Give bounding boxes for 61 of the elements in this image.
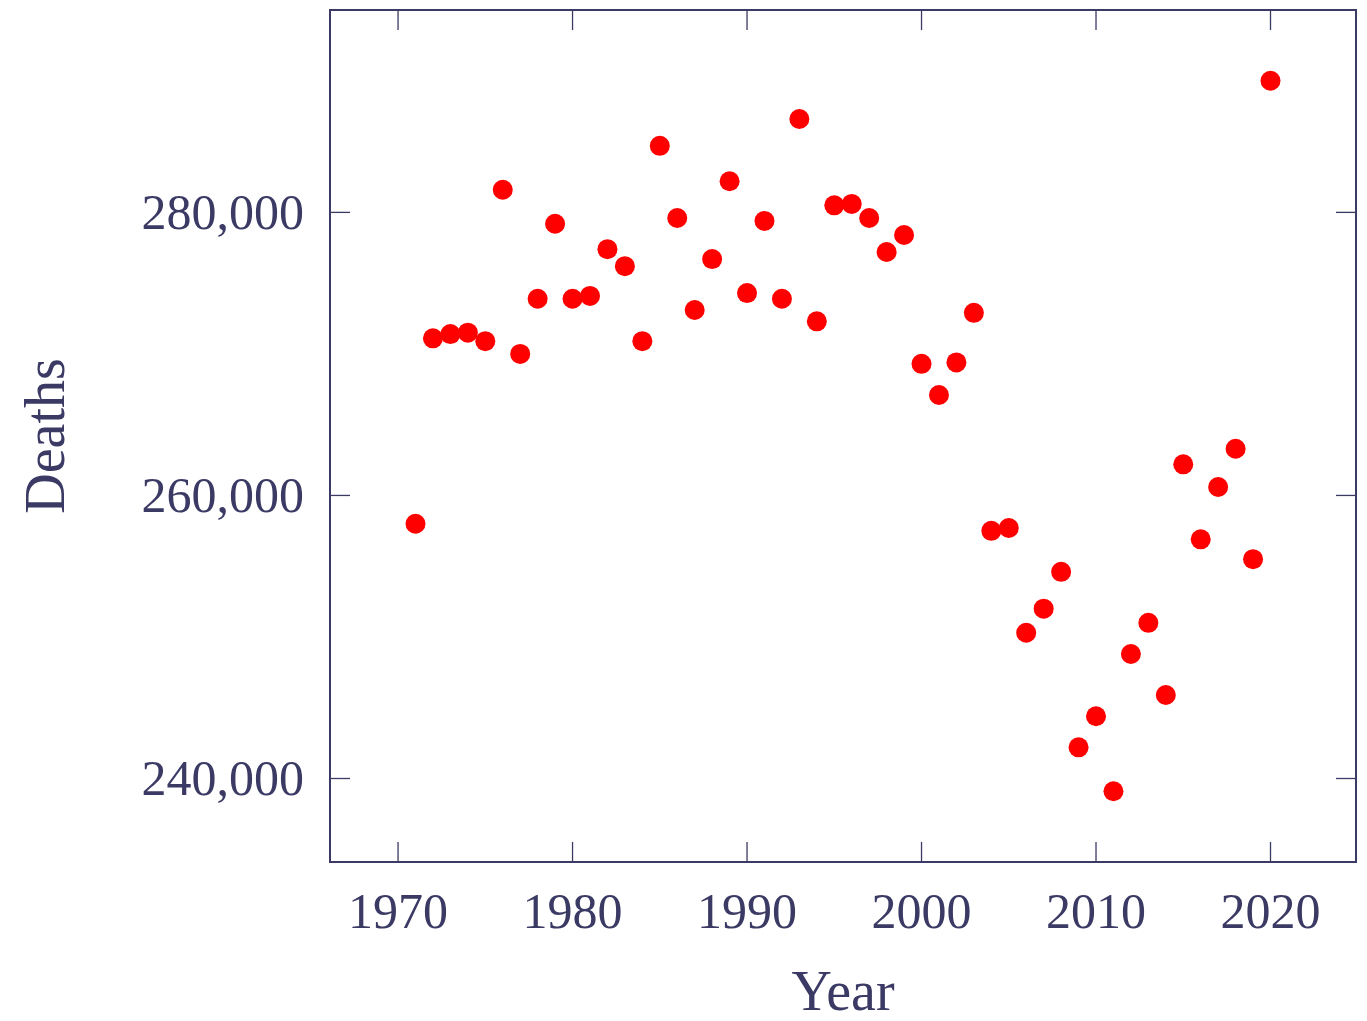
point — [1225, 438, 1246, 459]
y-tick-label: 240,000 — [141, 750, 304, 807]
point — [667, 208, 688, 229]
point — [632, 331, 653, 352]
point — [806, 311, 827, 332]
point — [440, 324, 461, 345]
point — [562, 288, 583, 309]
point — [1068, 737, 1089, 758]
x-tick-label: 2020 — [1220, 883, 1321, 939]
point — [1051, 561, 1072, 582]
point — [946, 352, 967, 373]
point — [876, 242, 897, 263]
point — [1208, 476, 1229, 497]
point — [702, 249, 723, 270]
x-tick-label: 2010 — [1046, 883, 1147, 939]
point — [1086, 706, 1107, 727]
point — [894, 225, 915, 246]
point — [649, 135, 670, 156]
point — [527, 288, 548, 309]
point — [737, 283, 758, 304]
point — [719, 171, 740, 192]
point — [771, 288, 792, 309]
point — [597, 239, 618, 260]
point — [1173, 454, 1194, 475]
x-tick-label: 2000 — [871, 883, 972, 939]
x-tick-label: 1970 — [348, 883, 449, 939]
point — [1190, 529, 1211, 550]
point — [1016, 622, 1037, 643]
point — [963, 302, 984, 323]
point — [1033, 598, 1054, 619]
point — [981, 520, 1002, 541]
point — [1243, 549, 1264, 570]
x-tick-label: 1990 — [697, 883, 798, 939]
point — [492, 179, 513, 200]
x-axis-title: Year — [791, 960, 895, 1021]
y-axis-title: Deaths — [14, 358, 76, 514]
y-tick-label: 260,000 — [141, 467, 304, 524]
point — [928, 384, 949, 405]
point — [405, 513, 426, 534]
point — [510, 343, 531, 364]
point — [1138, 612, 1159, 633]
point — [1120, 643, 1141, 664]
point — [614, 256, 635, 277]
point — [789, 108, 810, 129]
x-tick-label: 1980 — [522, 883, 623, 939]
point — [841, 193, 862, 214]
point — [422, 328, 443, 349]
point — [824, 195, 845, 216]
point — [545, 213, 566, 234]
point — [475, 331, 496, 352]
point — [457, 322, 478, 343]
y-tick-label: 280,000 — [141, 184, 304, 241]
point — [1103, 781, 1124, 802]
point — [998, 517, 1019, 538]
point — [684, 300, 705, 321]
point — [579, 285, 600, 306]
point — [754, 210, 775, 231]
point — [1155, 685, 1176, 705]
point — [859, 208, 880, 229]
point — [911, 353, 932, 374]
point — [1260, 70, 1281, 91]
